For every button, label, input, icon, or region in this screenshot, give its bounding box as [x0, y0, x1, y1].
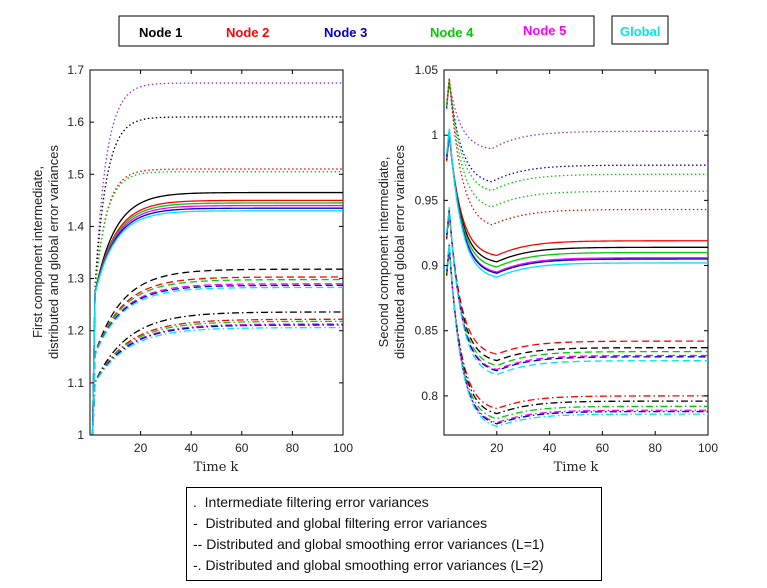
left-plot: 20 40 60 80 100 1 1.1 1.2 1.3 1.4 1.5 1.6 1.7 Time k… [30, 63, 353, 475]
y-tick-label: 1.05 [415, 63, 439, 77]
note-smoothing-l2: -. Distributed and global smoothing erro… [193, 557, 544, 573]
right-xlabel: Time k [554, 460, 599, 475]
left-plot-ticks: 20 40 60 80 100 1 1.1 1.2 1.3 1.4 1.5 1.6 1.7 [67, 63, 353, 455]
global-legend-box [611, 15, 669, 45]
series-line-dashed [91, 276, 343, 436]
note-intermediate: . Intermediate filtering error variances [193, 494, 429, 510]
series-line-dotted [91, 82, 343, 436]
x-tick-label: 60 [596, 441, 610, 455]
series-line-dashed [445, 206, 708, 376]
legend-node-5: Node 5 [523, 23, 566, 38]
series-line-dashdot [91, 311, 343, 436]
series-line-dashdot [445, 247, 708, 420]
series-line-dashdot [91, 323, 343, 436]
series-line-dotted [445, 81, 708, 183]
series-line-dashdot [445, 245, 708, 424]
x-tick-label: 40 [543, 441, 557, 455]
left-ylabel-line1: First component intermediate, [30, 166, 45, 338]
y-tick-label: 0.95 [415, 193, 439, 207]
series-line-solid [91, 199, 343, 436]
y-tick-label: 0.8 [421, 389, 438, 403]
left-plot-frame [89, 69, 344, 436]
series-line-dashdot [445, 248, 708, 415]
note-filtering: - Distributed and global filtering error… [193, 515, 488, 531]
series-line-dashdot [91, 320, 343, 436]
series-line-dashed [91, 284, 343, 436]
series-line-dotted [91, 116, 343, 436]
series-line-dashdot [445, 243, 708, 428]
series-line-solid [445, 135, 708, 257]
x-tick-label: 20 [134, 441, 148, 455]
y-tick-label: 1 [431, 128, 438, 142]
right-plot-ticks: 20 40 60 80 100 0.8 0.85 0.9 0.95 1 1.05 [415, 63, 719, 455]
legend-node-4: Node 4 [430, 25, 474, 40]
y-tick-label: 0.85 [415, 324, 439, 338]
y-tick-label: 1.5 [67, 167, 84, 181]
series-line-dashed [445, 210, 708, 367]
series-line-dashdot [445, 244, 708, 425]
series-line-solid [445, 129, 708, 274]
x-tick-label: 60 [235, 441, 249, 455]
y-tick-label: 1.1 [67, 376, 84, 390]
legend-node-1: Node 1 [139, 25, 182, 40]
series-line-solid [91, 207, 343, 436]
series-line-dashdot [91, 326, 343, 436]
left-ylabel-line2: distributed and global error variances [46, 145, 61, 359]
y-tick-label: 1.6 [67, 115, 84, 129]
series-line-dashed [91, 278, 344, 436]
legend-global: Global [620, 24, 660, 39]
series-line-solid [91, 191, 343, 436]
x-tick-label: 80 [286, 441, 300, 455]
series-line-solid [91, 204, 343, 436]
series-line-dotted [445, 80, 708, 192]
series-line-dashdot [445, 249, 708, 410]
node-legend: Node 1 Node 2 Node 3 Node 4 Node 5 [118, 15, 595, 47]
x-tick-label: 20 [490, 441, 504, 455]
line-style-legend: . Intermediate filtering error variances… [186, 487, 602, 581]
legend-node-3: Node 3 [324, 25, 367, 40]
series-line-dashed [91, 268, 343, 436]
series-line-solid [91, 210, 343, 436]
x-tick-label: 100 [698, 441, 718, 455]
series-line-dotted [91, 168, 343, 436]
left-plot-series [91, 82, 344, 436]
y-tick-label: 0.9 [421, 259, 438, 273]
global-legend: Global [611, 15, 669, 45]
y-tick-label: 1.4 [67, 219, 84, 233]
node-legend-box [118, 15, 595, 47]
right-ylabel-line2: distributed and global error variances [392, 145, 407, 359]
series-line-dashed [91, 283, 343, 436]
right-ylabel-line1: Second component intermediate, [376, 157, 391, 348]
left-xlabel: Time k [194, 460, 239, 475]
series-line-solid [445, 131, 708, 273]
x-tick-label: 40 [185, 441, 199, 455]
x-tick-label: 80 [649, 441, 663, 455]
note-smoothing-l1: -- Distributed and global smoothing erro… [193, 536, 545, 552]
series-line-dotted [445, 82, 708, 150]
series-line-solid [445, 133, 708, 263]
series-line-solid [91, 202, 343, 436]
y-tick-label: 1.3 [67, 272, 84, 286]
series-line-dotted [445, 77, 708, 226]
right-plot-series [445, 77, 708, 428]
y-tick-label: 1.7 [67, 63, 84, 77]
series-line-dashdot [91, 324, 343, 436]
series-line-solid [445, 128, 708, 278]
legend-node-2: Node 2 [226, 25, 269, 40]
right-plot: 20 40 60 80 100 0.8 0.85 0.9 0.95 1 1.05 Time k Se… [376, 63, 718, 475]
series-line-dashed [91, 286, 344, 436]
series-line-solid [445, 132, 708, 268]
series-line-dashdot [91, 318, 343, 436]
x-tick-label: 100 [333, 441, 353, 455]
y-tick-label: 1.2 [67, 324, 84, 338]
series-line-dashed [445, 213, 708, 355]
y-tick-label: 1 [77, 428, 84, 442]
